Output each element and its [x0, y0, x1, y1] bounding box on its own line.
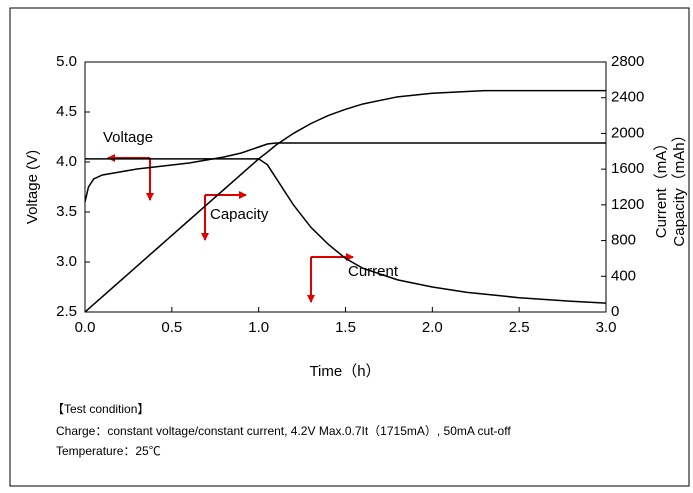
note: 【Test condition】: [52, 402, 149, 416]
x-tick-label: 1.5: [335, 319, 356, 336]
y-tick-label: 5.0: [56, 53, 77, 70]
x-tick-label: 2.0: [422, 319, 443, 336]
y-axis-label: Voltage (V): [24, 150, 41, 224]
x-tick-label: 0.0: [75, 319, 96, 336]
y2-tick-label: 0: [611, 303, 619, 320]
y-tick-label: 4.5: [56, 103, 77, 120]
y-tick-label: 3.5: [56, 203, 77, 220]
annotation: Current: [348, 263, 399, 280]
y-tick-label: 3.0: [56, 253, 77, 270]
outer-border: [9, 7, 690, 487]
x-tick-label: 0.5: [161, 319, 182, 336]
y2-axis-label: Current（mA）: [653, 136, 670, 239]
annotation: Capacity: [210, 206, 269, 223]
y2-tick-label: 400: [611, 267, 636, 284]
y2-tick-label: 1600: [611, 160, 644, 177]
series-line: [84, 142, 606, 203]
y-tick-label: 4.0: [56, 153, 77, 170]
y2-tick-label: 1200: [611, 196, 644, 213]
x-tick-label: 3.0: [596, 319, 617, 336]
series-line: [84, 89, 606, 313]
y2-tick-label: 2800: [611, 53, 644, 70]
y2-tick-label: 800: [611, 232, 636, 249]
y2-tick-label: 2400: [611, 89, 644, 106]
plot-frame: [84, 61, 607, 313]
annotation: Voltage: [103, 129, 153, 146]
y2-axis-label: Capacity（mAh）: [671, 127, 688, 246]
series-line: [85, 158, 607, 304]
note: Temperature：25℃: [56, 444, 161, 458]
annotation-arrows: [107, 154, 354, 303]
y2-tick-label: 2000: [611, 124, 644, 141]
x-tick-label: 2.5: [509, 319, 530, 336]
x-tick-label: 1.0: [248, 319, 269, 336]
y-tick-label: 2.5: [56, 303, 77, 320]
x-axis-label: Time（h）: [309, 363, 380, 380]
note: Charge：constant voltage/constant current…: [56, 424, 511, 438]
